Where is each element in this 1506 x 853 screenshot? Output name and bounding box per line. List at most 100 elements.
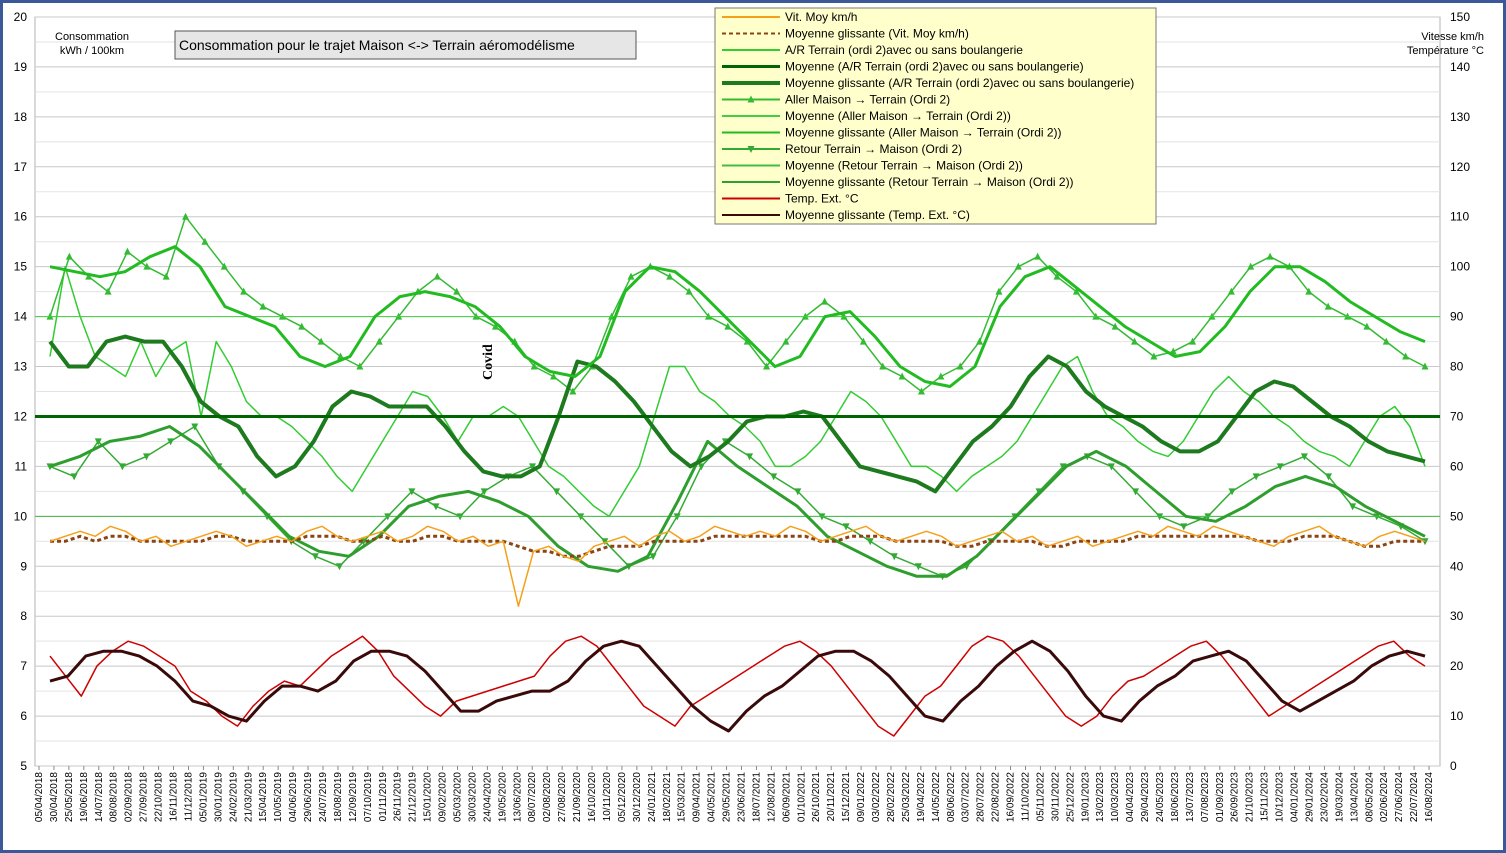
y-left-tick-label: 6 bbox=[20, 709, 27, 723]
triangle-up-marker bbox=[220, 262, 228, 270]
triangle-down-marker bbox=[1252, 473, 1260, 481]
x-tick-label: 07/08/2023 bbox=[1200, 772, 1211, 822]
triangle-up-marker bbox=[1227, 287, 1235, 295]
title-layer: Consommation pour le trajet Maison <-> T… bbox=[55, 30, 1484, 380]
x-tick-label: 08/08/2018 bbox=[109, 772, 120, 822]
x-tick-label: 09/02/2020 bbox=[438, 772, 449, 822]
triangle-up-marker bbox=[85, 272, 93, 280]
x-tick-label: 01/10/2021 bbox=[796, 772, 807, 822]
x-tick-label: 14/05/2022 bbox=[931, 772, 942, 822]
triangle-down-marker bbox=[1132, 488, 1140, 496]
x-tick-label: 08/06/2022 bbox=[946, 772, 957, 822]
series-line bbox=[49, 525, 1426, 607]
triangle-up-marker bbox=[1189, 337, 1197, 345]
x-tick-label: 18/02/2021 bbox=[662, 772, 673, 822]
x-tick-label: 24/05/2023 bbox=[1155, 772, 1166, 822]
y-right-tick-label: 150 bbox=[1450, 10, 1470, 24]
x-tick-label: 04/01/2024 bbox=[1290, 772, 1301, 822]
legend-label: Aller Maison → Terrain (Ordi 2) bbox=[785, 93, 950, 107]
triangle-down-marker bbox=[167, 438, 175, 446]
x-tick-label: 13/07/2023 bbox=[1185, 772, 1196, 822]
y-right-tick-label: 120 bbox=[1450, 160, 1470, 174]
x-tick-label: 10/05/2019 bbox=[273, 772, 284, 822]
triangle-up-marker bbox=[453, 287, 461, 295]
y-left-tick-label: 20 bbox=[14, 10, 28, 24]
x-tick-label: 29/04/2023 bbox=[1140, 772, 1151, 822]
triangle-down-marker bbox=[553, 488, 561, 496]
triangle-up-marker bbox=[162, 272, 170, 280]
x-tick-label: 03/02/2022 bbox=[871, 772, 882, 822]
triangle-up-marker bbox=[143, 262, 151, 270]
y-left-tick-label: 9 bbox=[20, 559, 27, 573]
x-tick-label: 15/01/2020 bbox=[423, 772, 434, 822]
triangle-down-marker bbox=[794, 488, 802, 496]
x-tick-label: 29/06/2019 bbox=[303, 772, 314, 822]
covid-annotation: Covid bbox=[481, 344, 496, 380]
y-left-tick-label: 12 bbox=[14, 409, 28, 423]
triangle-up-marker bbox=[491, 322, 499, 330]
series-1 bbox=[50, 534, 1425, 558]
series-line bbox=[49, 265, 1426, 518]
series-line bbox=[49, 245, 1426, 388]
triangle-up-marker bbox=[1305, 287, 1313, 295]
triangle-up-marker bbox=[627, 272, 635, 280]
x-tick-label: 04/04/2023 bbox=[1125, 772, 1136, 822]
triangle-up-marker bbox=[898, 372, 906, 380]
triangle-up-marker bbox=[1034, 252, 1042, 260]
x-tick-label: 05/12/2020 bbox=[617, 772, 628, 822]
x-tick-label: 27/09/2018 bbox=[139, 772, 150, 822]
triangle-down-marker bbox=[142, 453, 150, 461]
triangle-up-marker bbox=[201, 237, 209, 245]
series-line bbox=[49, 639, 1426, 733]
series-line bbox=[49, 425, 1426, 578]
y-left-tick-label: 5 bbox=[20, 759, 27, 773]
legend-label: Moyenne (Aller Maison → Terrain (Ordi 2)… bbox=[785, 109, 1011, 123]
triangle-up-marker bbox=[104, 287, 112, 295]
triangle-up-marker bbox=[724, 322, 732, 330]
x-tick-label: 02/06/2024 bbox=[1379, 772, 1390, 822]
series-10 bbox=[49, 425, 1426, 578]
x-tick-label: 24/02/2019 bbox=[228, 772, 239, 822]
x-tick-label: 28/07/2022 bbox=[976, 772, 987, 822]
x-tick-label: 18/08/2019 bbox=[333, 772, 344, 822]
x-tick-label: 21/03/2019 bbox=[243, 772, 254, 822]
series-7 bbox=[49, 245, 1426, 388]
legend-label: Moyenne glissante (Aller Maison → Terrai… bbox=[785, 126, 1062, 140]
x-tick-label: 05/11/2022 bbox=[1035, 772, 1046, 822]
triangle-up-marker bbox=[1131, 337, 1139, 345]
x-tick-label: 25/05/2018 bbox=[64, 772, 75, 822]
x-tick-label: 10/03/2023 bbox=[1110, 772, 1121, 822]
triangle-up-marker bbox=[65, 252, 73, 260]
y-right-tick-label: 30 bbox=[1450, 609, 1464, 623]
legend-label: Moyenne (A/R Terrain (ordi 2)avec ou san… bbox=[785, 60, 1084, 74]
y-left-tick-label: 18 bbox=[14, 110, 28, 124]
x-tick-label: 11/10/2022 bbox=[1020, 772, 1031, 822]
series-line bbox=[49, 425, 1426, 578]
series-line bbox=[48, 334, 1426, 494]
x-tick-label: 15/03/2021 bbox=[677, 772, 688, 822]
triangle-down-marker bbox=[770, 473, 778, 481]
y-right-tick-label: 70 bbox=[1450, 409, 1464, 423]
x-tick-label: 12/09/2019 bbox=[348, 772, 359, 822]
triangle-down-marker bbox=[480, 488, 488, 496]
triangle-down-marker bbox=[746, 453, 754, 461]
y-left-tick-label: 13 bbox=[14, 360, 28, 374]
x-tick-label: 30/11/2022 bbox=[1050, 772, 1061, 822]
x-tick-label: 26/11/2019 bbox=[393, 772, 404, 822]
x-tick-label: 08/07/2020 bbox=[527, 772, 538, 822]
series-line bbox=[49, 215, 1426, 393]
triangle-up-marker bbox=[550, 372, 558, 380]
y-right-tick-label: 100 bbox=[1450, 260, 1470, 274]
legend: Vit. Moy km/h Moyenne glissante (Vit. Moy… bbox=[714, 7, 1157, 225]
x-tick-label: 04/05/2021 bbox=[707, 772, 718, 822]
triangle-down-marker bbox=[914, 563, 922, 571]
triangle-down-marker bbox=[1059, 463, 1067, 471]
x-tick-label: 25/12/2022 bbox=[1065, 772, 1076, 822]
x-tick-label: 25/03/2022 bbox=[901, 772, 912, 822]
x-tick-label: 30/03/2020 bbox=[467, 772, 478, 822]
x-tick-label: 15/04/2019 bbox=[258, 772, 269, 822]
series-0 bbox=[49, 525, 1426, 607]
triangle-down-marker bbox=[335, 563, 343, 571]
y-left-label-line1: Consommation bbox=[55, 31, 129, 43]
triangle-down-marker bbox=[408, 488, 416, 496]
